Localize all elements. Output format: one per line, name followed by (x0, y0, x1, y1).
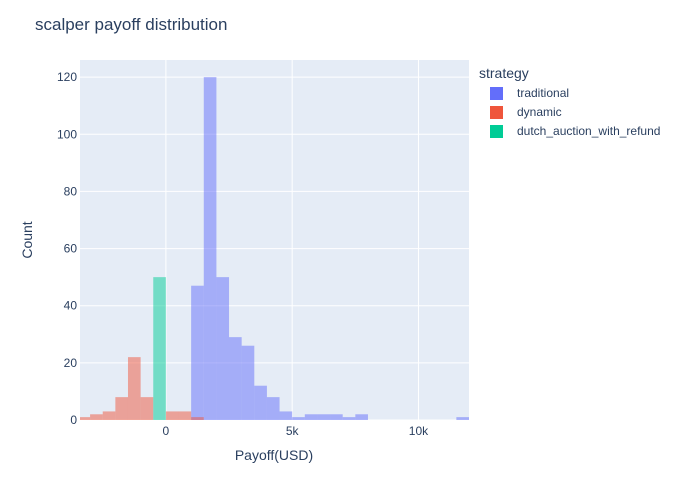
bar-traditional[interactable] (191, 285, 204, 420)
bar-traditional[interactable] (342, 417, 356, 420)
bar-traditional[interactable] (254, 385, 267, 420)
bar-traditional[interactable] (317, 414, 331, 420)
y-axis-title: Count (19, 221, 35, 258)
bar-traditional[interactable] (241, 345, 255, 420)
bar-traditional[interactable] (304, 414, 318, 420)
bar-traditional[interactable] (456, 417, 469, 420)
legend-swatch-traditional[interactable] (490, 87, 503, 100)
x-tick-label: 0 (163, 424, 170, 438)
y-tick-label: 60 (64, 242, 78, 256)
bar-traditional[interactable] (266, 397, 280, 420)
bar-traditional[interactable] (330, 414, 343, 420)
bar-dynamic[interactable] (127, 357, 141, 420)
bar-dynamic[interactable] (178, 411, 192, 420)
bar-dynamic[interactable] (90, 414, 103, 420)
bar-dynamic[interactable] (140, 397, 154, 420)
legend-swatch-dynamic[interactable] (490, 106, 503, 119)
gridlines (80, 60, 469, 421)
bar-traditional[interactable] (229, 337, 242, 420)
bars-layer (80, 77, 469, 421)
x-tick-label: 10k (409, 424, 429, 438)
bar-dynamic[interactable] (115, 397, 128, 420)
y-tick-label: 100 (57, 127, 77, 141)
plot-area (80, 60, 469, 420)
y-tick-label: 40 (64, 299, 78, 313)
y-axis-ticks: 0 20 40 60 80 100 120 (57, 70, 77, 427)
bar-traditional[interactable] (279, 411, 293, 420)
y-tick-label: 120 (57, 70, 77, 84)
y-tick-label: 0 (70, 413, 77, 427)
bar-dynamic[interactable] (165, 411, 179, 420)
x-axis-title: Payoff(USD) (235, 447, 313, 463)
legend[interactable]: strategy traditional dynamic dutch_auction… (479, 65, 660, 138)
bar-dynamic[interactable] (80, 417, 91, 420)
y-tick-label: 20 (64, 356, 78, 370)
x-axis-ticks: 0 5k 10k (163, 424, 430, 438)
legend-label-dynamic[interactable]: dynamic (517, 105, 562, 119)
bar-traditional[interactable] (355, 414, 368, 420)
legend-swatch-dutch-auction-with-refund[interactable] (490, 125, 503, 138)
y-tick-label: 80 (64, 184, 78, 198)
bar-traditional[interactable] (216, 277, 230, 420)
chart-title: scalper payoff distribution (35, 15, 227, 34)
legend-label-dutch-auction-with-refund[interactable]: dutch_auction_with_refund (517, 124, 660, 138)
legend-title: strategy (479, 65, 529, 81)
x-tick-label: 5k (286, 424, 300, 438)
bar-dutch-auction-with-refund[interactable] (153, 277, 166, 420)
bar-dynamic[interactable] (191, 417, 204, 420)
bar-dynamic[interactable] (102, 411, 116, 420)
legend-label-traditional[interactable]: traditional (517, 86, 569, 100)
bar-traditional[interactable] (203, 77, 217, 421)
bar-traditional[interactable] (292, 417, 305, 420)
